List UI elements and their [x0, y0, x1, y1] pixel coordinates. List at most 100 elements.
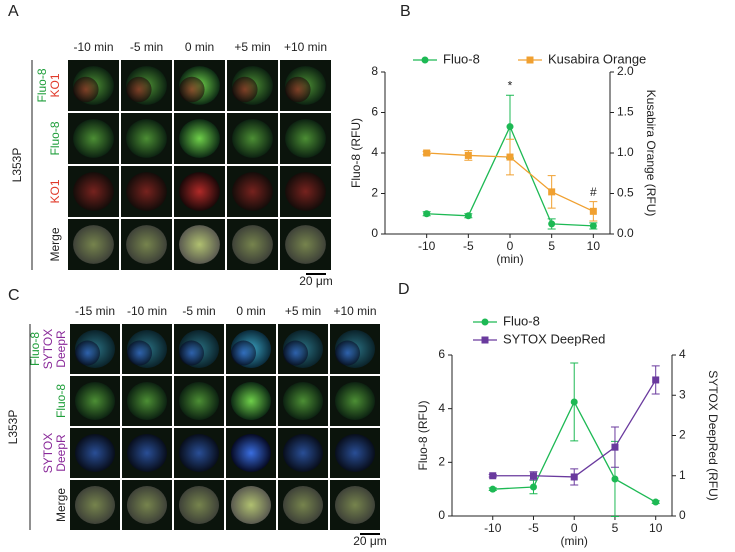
cell-blob — [73, 172, 114, 211]
cell-blob — [283, 340, 308, 366]
column-label: +10 min — [284, 40, 327, 54]
row-label: Fluo-8 — [28, 332, 42, 366]
y-tick-label: 4 — [438, 401, 445, 415]
x-tick-label: 10 — [649, 521, 663, 535]
cell-blob — [179, 76, 205, 103]
y2-tick-label: 1.5 — [617, 105, 634, 119]
legend-marker — [481, 318, 489, 326]
cell-blob — [179, 382, 219, 420]
cell-blob — [126, 225, 167, 264]
cell-blob — [232, 172, 273, 211]
marker — [489, 485, 497, 493]
marker — [464, 151, 472, 159]
marker — [652, 376, 660, 384]
y-tick-label: 6 — [371, 105, 378, 119]
cell-blob — [179, 434, 219, 472]
marker — [570, 398, 578, 406]
y2-tick-label: 1.0 — [617, 145, 634, 159]
cell-blob — [232, 225, 273, 264]
cell-blob — [232, 119, 273, 158]
marker — [548, 188, 556, 196]
cell-blob — [283, 486, 323, 524]
cell-blob — [126, 119, 167, 158]
legend-marker — [421, 56, 429, 64]
cell-blob — [127, 382, 167, 420]
panel-letter: A — [8, 3, 19, 20]
cell-blob — [126, 172, 167, 211]
cell-blob — [127, 340, 152, 366]
row-label: SYTOX — [41, 329, 55, 369]
annotation: # — [590, 185, 597, 199]
cell-blob — [127, 434, 167, 472]
cell-blob — [179, 340, 204, 366]
x-tick-label: 0 — [571, 521, 578, 535]
y2-tick-label: 2.0 — [617, 64, 634, 78]
y2-tick-label: 0.5 — [617, 186, 634, 200]
panel-letter: D — [398, 281, 410, 298]
scale-bar-label: 20 μm — [299, 274, 333, 288]
y-tick-label: 2 — [371, 186, 378, 200]
x-tick-label: -10 — [418, 239, 436, 253]
y2-tick-label: 3 — [679, 387, 686, 401]
marker — [423, 149, 431, 157]
cell-blob — [179, 486, 219, 524]
x-tick-label: 5 — [548, 239, 555, 253]
cell-blob — [231, 382, 271, 420]
scale-bar-label: 20 μm — [353, 534, 387, 548]
group-label: L353P — [6, 410, 20, 445]
y-axis-label: Fluo-8 (RFU) — [349, 118, 363, 188]
column-label: +5 min — [234, 40, 270, 54]
x-tick-label: -5 — [528, 521, 539, 535]
marker — [611, 475, 619, 483]
row-label: KO1 — [48, 73, 62, 97]
row-label: DeepR — [54, 434, 68, 472]
x-axis-label: (min) — [496, 252, 523, 266]
legend-label: Fluo-8 — [503, 313, 540, 328]
cell-blob — [179, 225, 220, 264]
marker — [464, 212, 472, 220]
marker — [529, 483, 537, 491]
column-label: 0 min — [236, 304, 265, 318]
x-tick-label: 5 — [612, 521, 619, 535]
x-tick-label: 0 — [507, 239, 514, 253]
cell-blob — [285, 76, 311, 103]
row-label: Fluo-8 — [35, 68, 49, 102]
row-label: Fluo-8 — [54, 384, 68, 418]
marker — [529, 472, 537, 480]
row-label: Merge — [48, 227, 62, 261]
column-label: -15 min — [75, 304, 115, 318]
legend-label: SYTOX DeepRed — [503, 331, 605, 346]
cell-blob — [75, 434, 115, 472]
cell-blob — [126, 76, 152, 103]
panel-letter: B — [400, 3, 411, 20]
cell-blob — [335, 486, 375, 524]
y-tick-label: 4 — [371, 145, 378, 159]
cell-blob — [179, 172, 220, 211]
cell-blob — [283, 382, 323, 420]
y2-axis-label: Kusabira Orange (RFU) — [644, 90, 658, 217]
marker — [570, 473, 578, 481]
cell-blob — [73, 119, 114, 158]
cell-blob — [285, 172, 326, 211]
cell-blob — [75, 486, 115, 524]
legend-label: Kusabira Orange — [548, 51, 646, 66]
marker — [548, 220, 556, 228]
row-label: Merge — [54, 488, 68, 522]
column-label: -5 min — [182, 304, 215, 318]
y-tick-label: 6 — [438, 347, 445, 361]
y2-tick-label: 0.0 — [617, 226, 634, 240]
row-label: Fluo-8 — [48, 121, 62, 155]
cell-blob — [73, 225, 114, 264]
column-label: +10 min — [333, 304, 376, 318]
column-label: -10 min — [127, 304, 167, 318]
y2-tick-label: 1 — [679, 468, 686, 482]
y-tick-label: 2 — [438, 455, 445, 469]
legend-label: Fluo-8 — [443, 51, 480, 66]
cell-blob — [75, 340, 100, 366]
row-label: DeepR — [54, 330, 68, 368]
y-tick-label: 0 — [371, 226, 378, 240]
marker — [652, 498, 660, 506]
cell-blob — [231, 340, 256, 366]
y2-tick-label: 2 — [679, 428, 686, 442]
